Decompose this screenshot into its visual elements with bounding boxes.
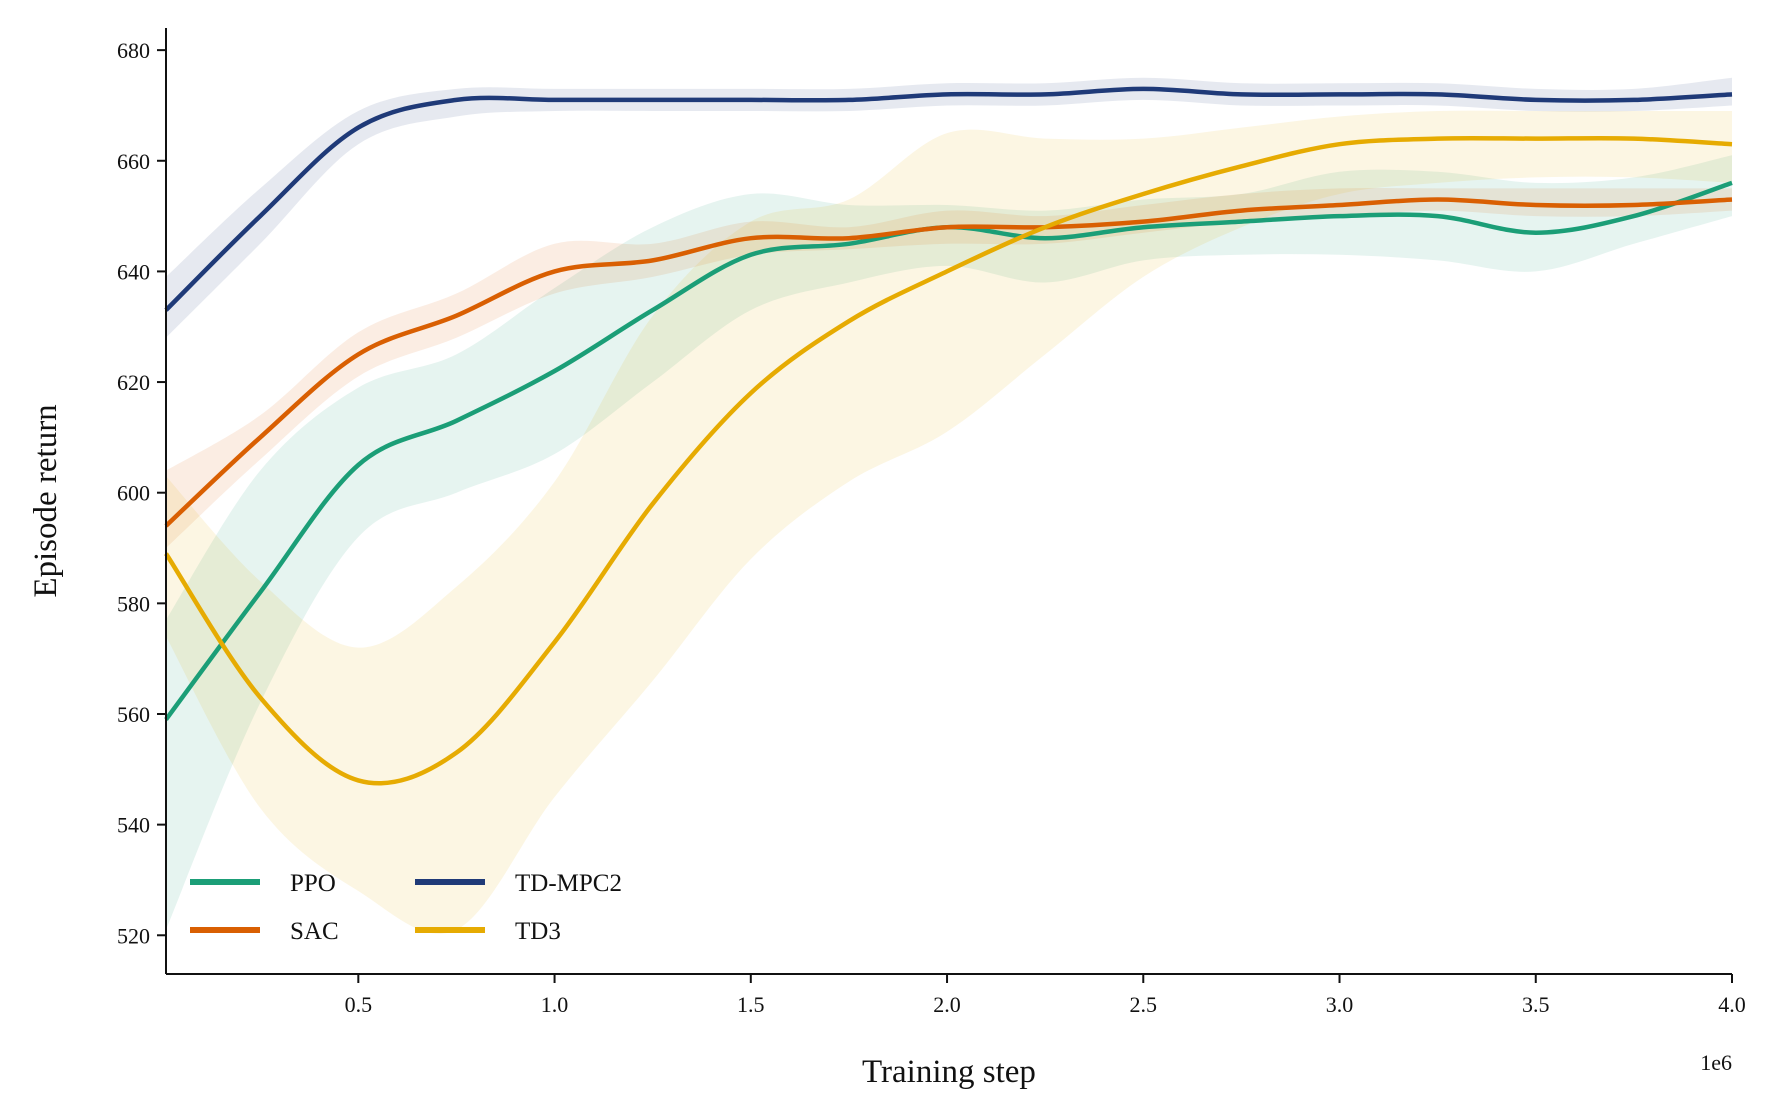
axes: 0.5 1.0 1.5 2.0 2.5 3.0 3.5 4.0 520 540 560 580 600… xyxy=(117,28,1746,1017)
x-axis-label: Training step xyxy=(862,1054,1036,1090)
y-axis-ticks: 520 540 560 580 600 620 640 660 680 xyxy=(117,38,166,948)
x-tick-label: 2.5 xyxy=(1130,992,1158,1017)
x-tick-label: 0.5 xyxy=(345,992,373,1017)
y-axis-label: Episode return xyxy=(28,404,64,597)
legend: PPO SAC TD-MPC2 TD3 xyxy=(190,870,622,945)
x-axis-offset-label: 1e6 xyxy=(1700,1050,1732,1075)
legend-label-td3: TD3 xyxy=(515,918,561,945)
x-tick-label: 4.0 xyxy=(1718,992,1746,1017)
y-tick-label: 560 xyxy=(117,702,150,727)
x-axis-ticks: 0.5 1.0 1.5 2.0 2.5 3.0 3.5 4.0 xyxy=(345,974,1746,1017)
y-tick-label: 680 xyxy=(117,38,150,63)
band-td3 xyxy=(166,110,1732,934)
legend-label-ppo: PPO xyxy=(290,870,336,897)
line-td3 xyxy=(164,135,1733,786)
y-tick-label: 640 xyxy=(117,259,150,284)
legend-label-sac: SAC xyxy=(290,918,339,945)
confidence-bands xyxy=(166,77,1732,934)
y-tick-label: 540 xyxy=(117,813,150,838)
x-tick-label: 3.0 xyxy=(1326,992,1354,1017)
y-tick-label: 620 xyxy=(117,370,150,395)
x-tick-label: 3.5 xyxy=(1522,992,1550,1017)
legend-label-td-mpc2: TD-MPC2 xyxy=(515,870,622,897)
band-sac xyxy=(166,188,1732,548)
y-tick-label: 520 xyxy=(117,923,150,948)
band-td-mpc2 xyxy=(166,77,1732,338)
line-sac xyxy=(164,197,1733,528)
x-tick-label: 1.5 xyxy=(737,992,765,1017)
series-lines xyxy=(164,86,1733,786)
x-tick-label: 1.0 xyxy=(541,992,569,1017)
y-tick-label: 600 xyxy=(117,481,150,506)
y-tick-label: 580 xyxy=(117,591,150,616)
line-td-mpc2 xyxy=(164,86,1733,312)
x-tick-label: 2.0 xyxy=(933,992,961,1017)
band-ppo xyxy=(166,155,1732,930)
y-tick-label: 660 xyxy=(117,149,150,174)
